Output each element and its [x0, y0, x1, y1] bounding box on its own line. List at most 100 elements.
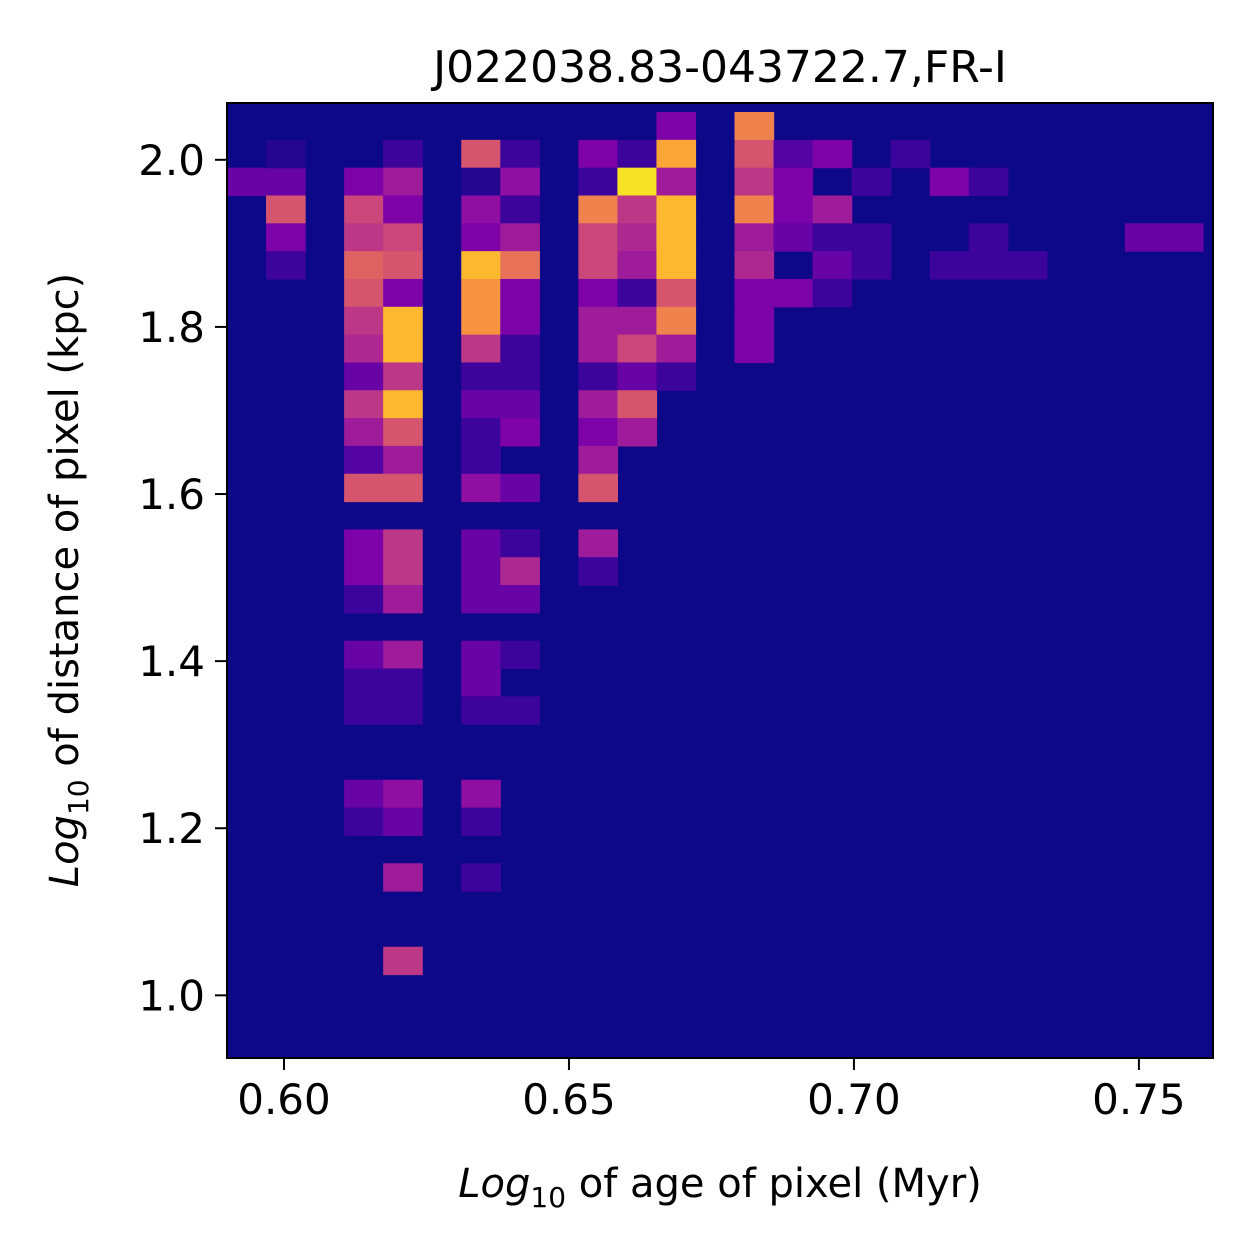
heatmap-cell [383, 863, 423, 892]
heatmap-cell [617, 278, 658, 308]
heatmap-cell [578, 529, 619, 558]
heatmap-cell [383, 139, 423, 169]
heatmap-cell [383, 445, 423, 475]
heatmap-cell [383, 640, 423, 670]
heatmap-cell [383, 696, 423, 725]
heatmap-cell [851, 167, 892, 197]
heatmap-cell [773, 167, 814, 197]
heatmap-cell [383, 278, 423, 308]
heatmap-cell [461, 473, 501, 503]
heatmap-cell [266, 251, 306, 280]
heatmap-cell [929, 167, 970, 197]
heatmap-cell [227, 167, 267, 197]
heatmap-cell [266, 167, 306, 197]
heatmap-cell [890, 139, 931, 169]
heatmap-cell [344, 640, 384, 670]
heatmap-cell [617, 306, 658, 336]
y-tick-label: 1.6 [138, 470, 205, 519]
heatmap-cell [266, 195, 306, 224]
heatmap-cell [617, 167, 658, 197]
heatmap-cell [344, 195, 384, 224]
heatmap-cell [617, 390, 658, 419]
heatmap-cells [227, 112, 1204, 976]
heatmap-cell [1007, 251, 1048, 280]
heatmap-cell [1124, 223, 1165, 252]
heatmap-cell [773, 223, 814, 252]
y-tick-label: 2.0 [138, 136, 205, 185]
heatmap-cell [734, 167, 775, 197]
heatmap-cell [461, 167, 501, 197]
heatmap-cell [344, 779, 384, 809]
heatmap-cell [383, 779, 423, 809]
heatmap-cell [461, 668, 501, 697]
heatmap-cell [812, 278, 853, 308]
heatmap-cell [656, 167, 697, 197]
chart-title: J022038.83-043722.7,FR-I [430, 42, 1007, 93]
heatmap-cell [578, 445, 619, 475]
heatmap-cell [461, 362, 501, 391]
heatmap-cell [344, 362, 384, 391]
heatmap-cell [383, 390, 423, 419]
heatmap-cell [461, 418, 501, 447]
heatmap-cell [500, 640, 540, 670]
heatmap-cell [461, 585, 501, 614]
y-axis-label: Log10 of distance of pixel (kpc) [42, 273, 95, 887]
heatmap-cell [617, 362, 658, 391]
heatmap-cell [578, 251, 619, 280]
heatmap-cell [500, 195, 540, 224]
heatmap-cell [578, 278, 619, 308]
heatmap-cell [383, 362, 423, 391]
heatmap-cell [500, 167, 540, 197]
heatmap-cell [461, 195, 501, 224]
heatmap-cell [461, 696, 501, 725]
heatmap-cell [929, 251, 970, 280]
heatmap-cell [578, 195, 619, 224]
x-tick-label: 0.65 [522, 1075, 616, 1124]
heatmap-cell [734, 139, 775, 169]
heatmap-cell [461, 529, 501, 558]
heatmap-cell [344, 306, 384, 336]
heatmap-cell [461, 278, 501, 308]
heatmap-cell [656, 195, 697, 224]
x-tick-label: 0.70 [807, 1075, 901, 1124]
heatmap-cell [383, 473, 423, 503]
y-axis-label-log: Log [42, 815, 88, 887]
plot-area [226, 102, 1214, 1059]
heatmap-cell [617, 418, 658, 447]
heatmap-cell [1163, 223, 1204, 252]
x-axis-label-log: Log [458, 1161, 530, 1207]
heatmap-cell [578, 418, 619, 447]
heatmap-cell [656, 362, 697, 391]
heatmap-cell [344, 251, 384, 280]
heatmap-cell [812, 195, 853, 224]
heatmap-cell [500, 473, 540, 503]
heatmap-cell [344, 807, 384, 837]
heatmap-cell [812, 223, 853, 252]
heatmap-cell [383, 306, 423, 336]
heatmap-cell [734, 306, 775, 336]
heatmap-cell [500, 334, 540, 364]
heatmap-cell [773, 195, 814, 224]
y-axis-label-sub: 10 [62, 779, 95, 815]
heatmap-cell [500, 139, 540, 169]
heatmap-cell [461, 251, 501, 280]
heatmap-cell [344, 278, 384, 308]
heatmap-cell [968, 251, 1009, 280]
x-axis-label-rest: of age of pixel (Myr) [566, 1161, 982, 1207]
heatmap-cell [344, 529, 384, 558]
heatmap-cell [383, 167, 423, 197]
heatmap-cell [578, 362, 619, 391]
heatmap-cell [734, 112, 775, 141]
heatmap-cell [578, 334, 619, 364]
heatmap-cell [344, 445, 384, 475]
heatmap-cell [656, 334, 697, 364]
heatmap-cell [383, 668, 423, 697]
y-tick-label: 1.2 [138, 804, 205, 853]
heatmap-cell [578, 139, 619, 169]
heatmap-cell [461, 306, 501, 336]
heatmap-cell [344, 390, 384, 419]
heatmap-cell [500, 390, 540, 419]
heatmap-cell [500, 529, 540, 558]
heatmap-cell [461, 445, 501, 475]
heatmap-cell [383, 251, 423, 280]
